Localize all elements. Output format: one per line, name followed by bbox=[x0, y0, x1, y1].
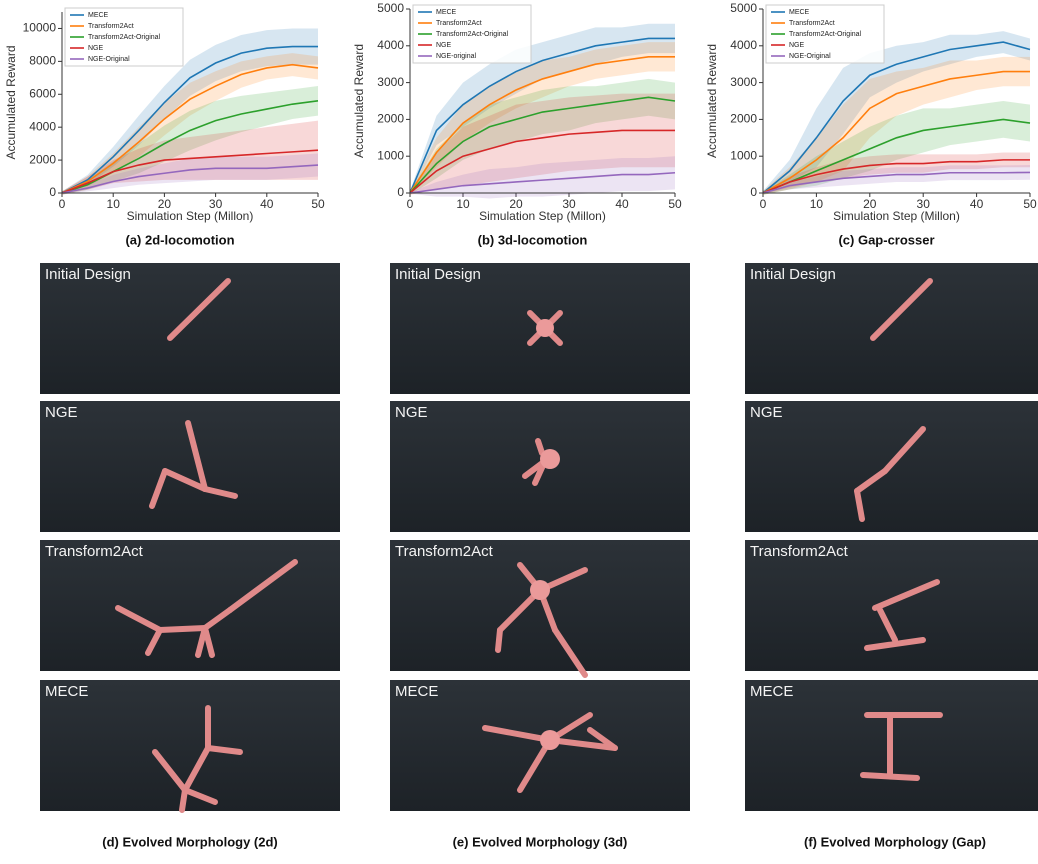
y-tick-label: 10000 bbox=[23, 21, 57, 35]
x-axis-label: Simulation Step (Millon) bbox=[833, 209, 960, 223]
legend-label: Transform2Act bbox=[436, 20, 482, 27]
render-panel: Transform2Act bbox=[745, 540, 1038, 671]
y-tick-label: 0 bbox=[49, 185, 56, 199]
x-tick-label: 40 bbox=[615, 197, 629, 211]
y-axis-label: Accumulated Reward bbox=[352, 44, 366, 158]
render-panel: NGE bbox=[390, 401, 690, 532]
legend-label: Transform2Act bbox=[88, 23, 134, 30]
legend-label: NGE-original bbox=[436, 53, 477, 60]
panel-label: Transform2Act bbox=[395, 543, 494, 560]
legend-label: Transform2Act-Original bbox=[88, 34, 161, 41]
render-panel: Initial Design bbox=[390, 263, 690, 394]
torso bbox=[540, 730, 560, 750]
y-tick-label: 0 bbox=[397, 185, 404, 199]
x-axis-label: Simulation Step (Millon) bbox=[127, 209, 254, 223]
x-tick-label: 10 bbox=[810, 197, 824, 211]
y-tick-label: 8000 bbox=[29, 54, 56, 68]
render-panel: Transform2Act bbox=[40, 540, 340, 671]
y-tick-label: 2000 bbox=[29, 152, 56, 166]
limb bbox=[182, 790, 185, 810]
x-tick-label: 0 bbox=[407, 197, 414, 211]
panel-label: MECE bbox=[45, 683, 88, 700]
panel-label: NGE bbox=[45, 404, 78, 421]
y-tick-label: 1000 bbox=[377, 148, 404, 162]
panel-label: Transform2Act bbox=[750, 543, 849, 560]
panel-label: NGE bbox=[395, 404, 428, 421]
torso bbox=[540, 449, 560, 469]
torso bbox=[530, 580, 550, 600]
y-tick-label: 4000 bbox=[377, 38, 404, 52]
y-tick-label: 6000 bbox=[29, 86, 56, 100]
legend-label: NGE-Original bbox=[789, 53, 831, 60]
panel-caption: (d) Evolved Morphology (2d) bbox=[102, 834, 278, 849]
panel-caption: (e) Evolved Morphology (3d) bbox=[453, 834, 628, 849]
render-panel: NGE bbox=[40, 401, 340, 532]
x-tick-label: 10 bbox=[456, 197, 470, 211]
y-tick-label: 3000 bbox=[730, 75, 757, 89]
limb bbox=[538, 441, 542, 453]
x-tick-label: 50 bbox=[311, 197, 325, 211]
x-tick-label: 40 bbox=[260, 197, 274, 211]
chart-caption: (a) 2d-locomotion bbox=[125, 232, 234, 247]
x-tick-label: 40 bbox=[970, 197, 984, 211]
render-panel: Transform2Act bbox=[390, 540, 690, 675]
legend-label: Transform2Act bbox=[789, 20, 835, 27]
y-tick-label: 0 bbox=[750, 185, 757, 199]
chart-caption: (b) 3d-locomotion bbox=[478, 232, 588, 247]
x-axis-label: Simulation Step (Millon) bbox=[479, 209, 606, 223]
limb bbox=[498, 630, 500, 650]
legend-label: Transform2Act-Original bbox=[436, 31, 509, 38]
y-tick-label: 2000 bbox=[730, 112, 757, 126]
render-panel: Initial Design bbox=[40, 263, 340, 394]
chart-caption: (c) Gap-crosser bbox=[838, 232, 934, 247]
panel-label: Initial Design bbox=[45, 266, 131, 283]
y-tick-label: 4000 bbox=[29, 119, 56, 133]
x-tick-label: 50 bbox=[1023, 197, 1037, 211]
render-panel: MECE bbox=[745, 680, 1038, 811]
panel-label: MECE bbox=[395, 683, 438, 700]
legend-label: NGE bbox=[88, 45, 104, 52]
torso bbox=[536, 319, 554, 337]
panel-label: Initial Design bbox=[395, 266, 481, 283]
y-tick-label: 5000 bbox=[730, 1, 757, 15]
y-tick-label: 5000 bbox=[377, 1, 404, 15]
x-tick-label: 50 bbox=[668, 197, 682, 211]
y-tick-label: 3000 bbox=[377, 75, 404, 89]
y-tick-label: 1000 bbox=[730, 148, 757, 162]
render-background bbox=[40, 401, 340, 532]
legend-label: NGE bbox=[436, 42, 452, 49]
x-tick-label: 0 bbox=[59, 197, 66, 211]
render-panel: MECE bbox=[40, 680, 340, 811]
y-tick-label: 2000 bbox=[377, 112, 404, 126]
render-panel: NGE bbox=[745, 401, 1038, 532]
x-tick-label: 0 bbox=[760, 197, 767, 211]
y-axis-label: Accumulated Reward bbox=[4, 45, 18, 159]
legend-label: NGE-Original bbox=[88, 56, 130, 63]
panel-label: NGE bbox=[750, 404, 783, 421]
limb bbox=[863, 775, 917, 778]
legend-label: MECE bbox=[789, 9, 810, 16]
x-tick-label: 10 bbox=[107, 197, 121, 211]
legend-label: MECE bbox=[436, 9, 457, 16]
panel-label: MECE bbox=[750, 683, 793, 700]
limb bbox=[208, 748, 240, 752]
legend-label: MECE bbox=[88, 12, 109, 19]
figure: 020004000600080001000001020304050MECETra… bbox=[0, 0, 1038, 859]
legend-label: Transform2Act-Original bbox=[789, 31, 862, 38]
render-panel: MECE bbox=[390, 680, 690, 811]
y-axis-label: Accumulated Reward bbox=[705, 44, 719, 158]
panel-caption: (f) Evolved Morphology (Gap) bbox=[804, 834, 986, 849]
limb bbox=[160, 628, 205, 630]
render-panel: Initial Design bbox=[745, 263, 1038, 394]
legend-label: NGE bbox=[789, 42, 805, 49]
y-tick-label: 4000 bbox=[730, 38, 757, 52]
panel-label: Initial Design bbox=[750, 266, 836, 283]
panel-label: Transform2Act bbox=[45, 543, 144, 560]
